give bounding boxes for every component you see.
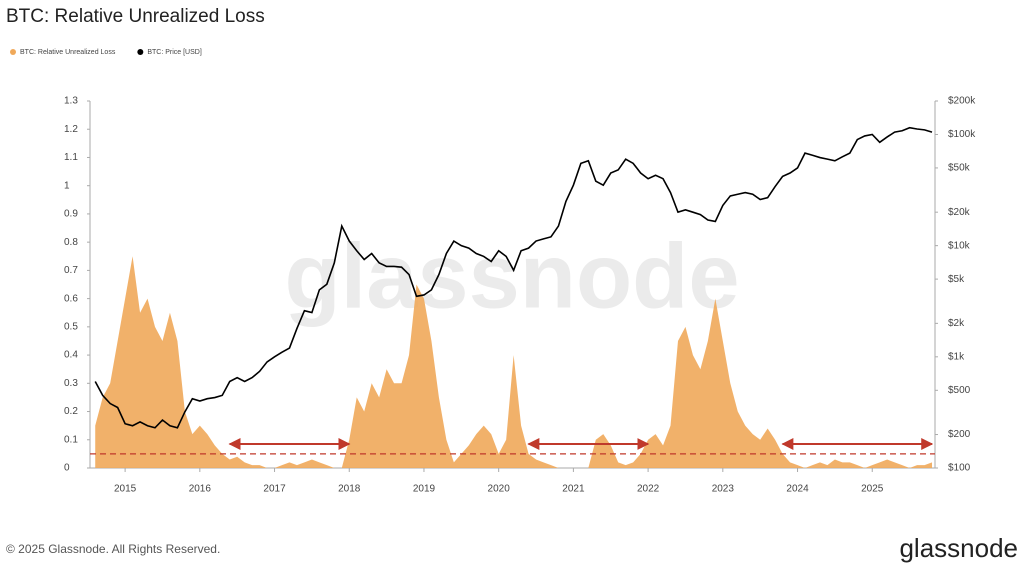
y-tick-label: 0.3 [64, 378, 78, 389]
x-tick-label: 2017 [263, 484, 286, 495]
x-tick-label: 2025 [861, 484, 884, 495]
y2-tick-label: $20k [948, 207, 971, 218]
footer: © 2025 Glassnode. All Rights Reserved. [6, 542, 220, 556]
y-tick-label: 0.8 [64, 237, 78, 248]
legend-label: BTC: Relative Unrealized Loss [20, 49, 116, 56]
watermark: glassnode [284, 225, 739, 327]
chart-title: BTC: Relative Unrealized Loss [6, 6, 265, 27]
x-tick-label: 2024 [786, 484, 809, 495]
x-tick-label: 2022 [637, 484, 660, 495]
y2-tick-label: $1k [948, 351, 965, 362]
y-tick-label: 1.1 [64, 152, 78, 163]
legend-marker [10, 49, 16, 55]
y-tick-label: 0.7 [64, 265, 78, 276]
y-tick-label: 0.9 [64, 209, 78, 220]
y2-tick-label: $200k [948, 96, 976, 107]
legend-marker [137, 49, 144, 55]
x-tick-label: 2019 [413, 484, 436, 495]
line [94, 126, 933, 429]
y-tick-label: 0.1 [64, 434, 78, 445]
legend-label: BTC: Price [USD] [147, 49, 202, 56]
x-tick-label: 2016 [189, 484, 212, 495]
y-tick-label: 1.3 [64, 96, 78, 107]
y2-tick-label: $100 [948, 463, 971, 474]
y-tick-label: 0.2 [64, 406, 78, 417]
y2-tick-label: $200 [948, 429, 971, 440]
y-tick-label: 0 [64, 463, 70, 474]
y2-tick-label: $10k [948, 240, 971, 251]
y-tick-label: 1.2 [64, 124, 78, 135]
y-tick-label: 0.6 [64, 293, 78, 304]
x-tick-label: 2023 [712, 484, 735, 495]
x-tick-label: 2015 [114, 484, 137, 495]
y-tick-label: 0.4 [64, 350, 78, 361]
y-tick-label: 0.5 [64, 321, 78, 332]
y2-tick-label: $100k [948, 129, 976, 140]
x-tick-label: 2020 [488, 484, 511, 495]
x-tick-label: 2018 [338, 484, 361, 495]
y2-tick-label: $2k [948, 318, 965, 329]
y2-tick-label: $50k [948, 163, 971, 174]
y2-tick-label: $500 [948, 385, 971, 396]
logo: glassnode [899, 533, 1018, 563]
x-tick-label: 2021 [562, 484, 585, 495]
area [95, 256, 933, 468]
y2-tick-label: $5k [948, 274, 965, 285]
y-tick-label: 1 [64, 180, 70, 191]
